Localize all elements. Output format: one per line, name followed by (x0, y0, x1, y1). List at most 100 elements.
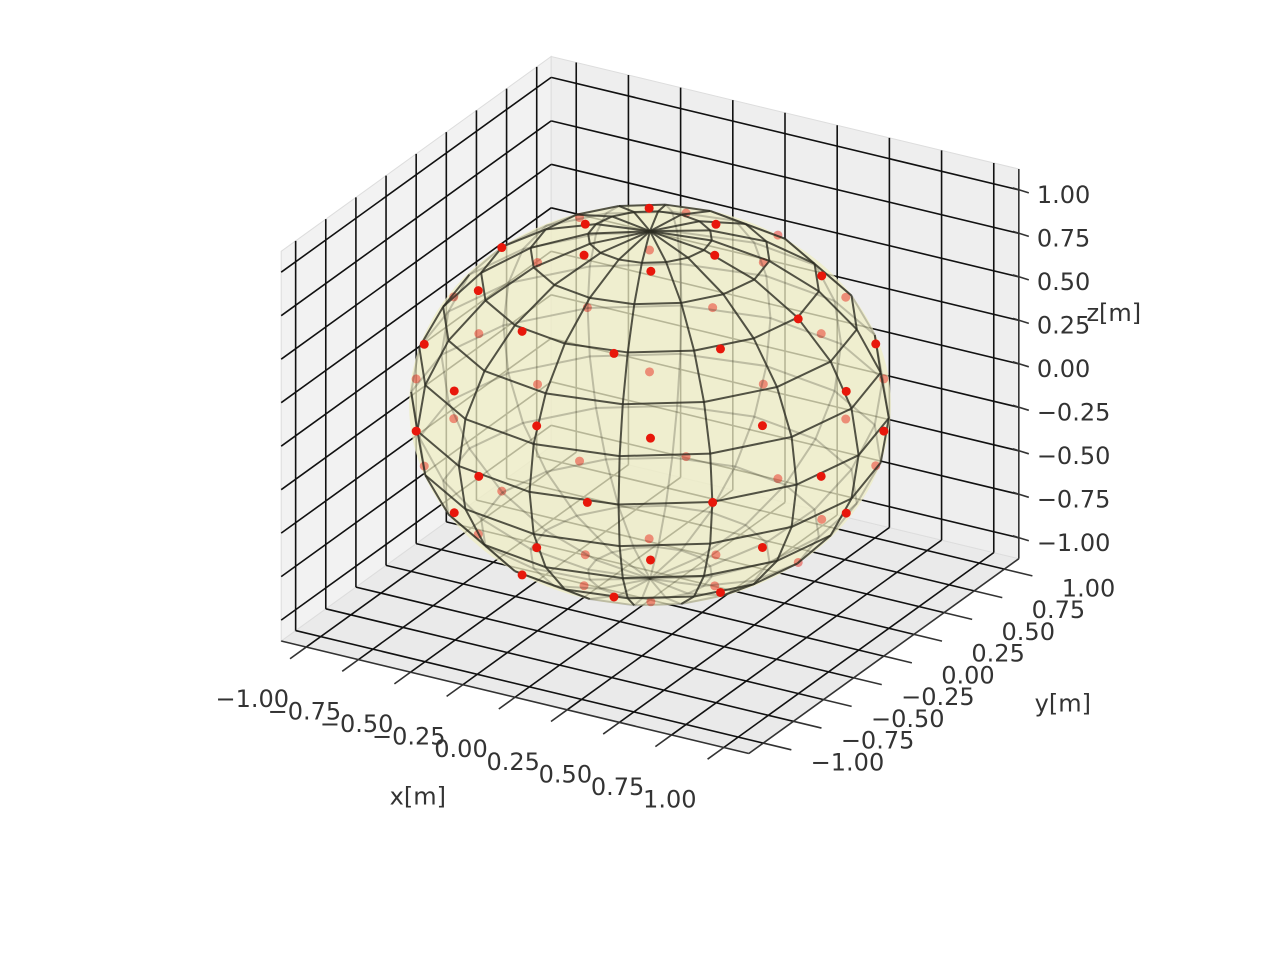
x-tick (393, 671, 412, 685)
data-point (449, 508, 459, 518)
wireframe (447, 401, 471, 449)
wireframe (618, 546, 624, 579)
wireframe (712, 483, 797, 503)
wireframe (703, 386, 778, 404)
wireframe (672, 456, 736, 468)
y-tick-label: −0.75 (841, 727, 915, 755)
wireframe (588, 568, 651, 580)
wireframe (753, 316, 798, 340)
wireframe (633, 262, 643, 305)
wireframe (855, 462, 882, 504)
wireframe (618, 500, 713, 506)
wireframe (850, 295, 858, 330)
wireframe (710, 525, 792, 545)
data-point (645, 433, 655, 443)
grid-line (295, 629, 764, 744)
wireframe (440, 354, 450, 402)
wireframe (588, 356, 597, 409)
wireframe (687, 256, 725, 295)
wireframe (546, 458, 607, 473)
wireframe (818, 290, 858, 331)
wireframe (528, 443, 535, 493)
wireframe (589, 243, 602, 254)
wireframe (588, 230, 651, 235)
wireframe (611, 215, 651, 233)
wireframe (529, 490, 619, 506)
wireframe (752, 337, 778, 388)
wireframe (465, 418, 534, 445)
wireframe (618, 404, 624, 457)
wireframe (784, 238, 817, 266)
wireframe (634, 301, 682, 306)
wireframe (465, 508, 534, 535)
z-tick-label: −0.75 (1037, 485, 1111, 513)
wireframe (458, 465, 530, 493)
wireframe (850, 295, 876, 336)
wireframe (753, 415, 816, 440)
wireframe (604, 459, 620, 508)
wireframe (622, 401, 705, 406)
grid-line (355, 586, 824, 701)
wireframe (480, 246, 532, 274)
wireframe (665, 504, 711, 514)
wireframe (676, 231, 682, 264)
wireframe (447, 299, 487, 342)
wireframe (753, 242, 768, 277)
wireframe (791, 497, 852, 528)
wireframe (681, 304, 771, 320)
data-point (711, 550, 721, 560)
wireframe (680, 293, 724, 304)
data-point (449, 386, 459, 396)
wireframe (529, 548, 535, 569)
wireframe (734, 416, 756, 467)
data-point (710, 250, 720, 260)
data-point (580, 219, 590, 229)
wireframe (484, 543, 547, 569)
wireframe (744, 223, 767, 243)
y-tick (793, 720, 822, 729)
data-point (474, 471, 484, 481)
wireframe (595, 407, 607, 460)
wireframe (784, 483, 816, 511)
wireframe (605, 456, 673, 461)
data-point (449, 414, 459, 424)
wireframe (776, 386, 793, 438)
wireframe (813, 263, 820, 292)
z-tick (1012, 230, 1030, 238)
wireframe (722, 583, 755, 597)
data-point (532, 543, 542, 553)
wireframe (679, 263, 683, 306)
data-point (645, 245, 655, 255)
x-tick (654, 734, 673, 748)
wireframe (879, 372, 890, 419)
wireframe (680, 213, 700, 223)
wireframe (698, 556, 711, 567)
wireframe (627, 597, 636, 606)
z-tick-label: 0.50 (1037, 268, 1090, 296)
data-point (533, 379, 543, 389)
wireframe (680, 549, 700, 559)
wireframe (529, 247, 535, 268)
wireframe (873, 424, 882, 463)
z-tick (1012, 187, 1030, 194)
wireframe (502, 325, 510, 374)
wireframe (698, 524, 747, 558)
data-point (644, 534, 654, 544)
data-point (644, 203, 654, 213)
wireframe (600, 230, 651, 254)
y-tick (823, 698, 852, 708)
data-point (609, 592, 619, 602)
wireframe (544, 566, 566, 591)
wireframe (605, 205, 620, 215)
wireframe (677, 404, 755, 418)
x-tick (446, 684, 464, 698)
wireframe (529, 228, 547, 249)
wireframe (657, 546, 682, 552)
wireframe (627, 595, 695, 600)
wireframe (442, 272, 482, 308)
wireframe (545, 514, 578, 532)
wireframe (752, 560, 778, 585)
wireframe (833, 300, 843, 345)
wireframe (784, 238, 816, 265)
